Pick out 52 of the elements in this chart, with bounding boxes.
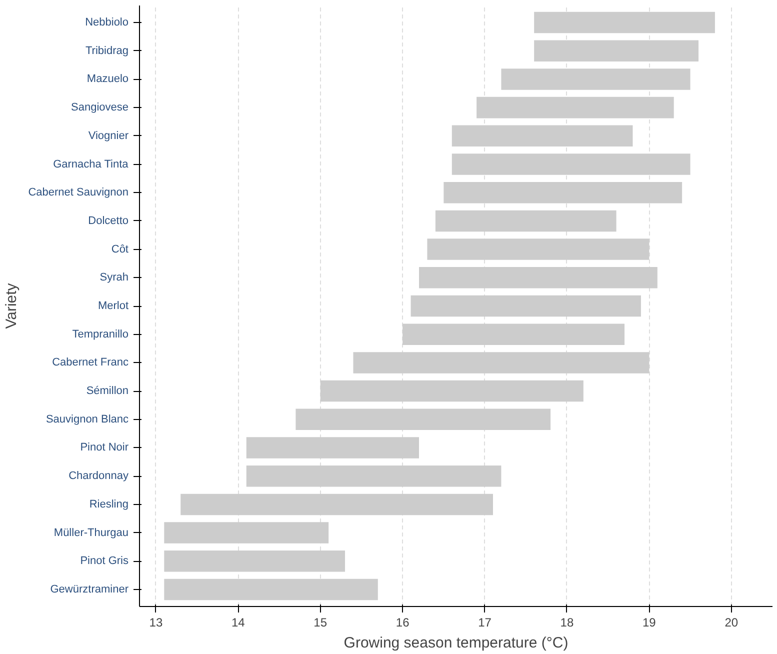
- x-tick-label: 16: [396, 616, 410, 630]
- y-tick-label: Sémillon: [86, 385, 129, 398]
- bar: [402, 324, 625, 345]
- x-tick-label: 13: [149, 616, 163, 630]
- y-tick-label: Syrah: [100, 272, 129, 284]
- y-tick-label: Tribidrag: [86, 44, 129, 57]
- bar: [476, 96, 674, 118]
- bar: [534, 12, 715, 34]
- y-tick-label: Cabernet Sauvignon: [28, 186, 128, 199]
- bar: [246, 437, 420, 458]
- bar: [353, 352, 650, 374]
- y-axis-title: Variety: [3, 282, 20, 329]
- x-tick-label: 15: [314, 616, 328, 630]
- y-tick-label: Tempranillo: [72, 328, 129, 340]
- bar: [435, 210, 616, 232]
- bar: [164, 522, 329, 544]
- bar: [444, 182, 682, 204]
- bar: [320, 380, 584, 402]
- bar: [501, 68, 690, 90]
- bar: [534, 40, 699, 62]
- bar: [452, 125, 633, 147]
- bar: [452, 154, 690, 175]
- y-tick-label: Chardonnay: [68, 470, 129, 482]
- bar: [164, 578, 378, 600]
- x-tick-label: 17: [478, 616, 492, 630]
- y-tick-label: Pinot Gris: [80, 555, 129, 568]
- y-tick-label: Sangiovese: [71, 102, 129, 114]
- x-axis-title: Growing season temperature (°C): [344, 634, 568, 652]
- x-tick-label: 18: [560, 616, 574, 630]
- y-tick-label: Riesling: [89, 498, 129, 510]
- y-tick-label: Mazuelo: [86, 73, 128, 86]
- y-tick-label: Sauvignon Blanc: [46, 413, 129, 426]
- y-tick-label: Dolcetto: [88, 214, 129, 227]
- x-tick-label: 20: [724, 616, 738, 630]
- y-tick-label: Viognier: [88, 130, 129, 142]
- y-tick-label: Nebbiolo: [85, 16, 128, 29]
- y-tick-label: Garnacha Tinta: [53, 158, 130, 170]
- bar: [164, 550, 346, 572]
- y-tick-label: Pinot Noir: [80, 442, 129, 454]
- bar: [427, 238, 650, 260]
- y-tick-label: Cabernet Franc: [52, 356, 129, 369]
- y-tick-label: Merlot: [98, 300, 128, 312]
- x-tick-label: 14: [231, 616, 246, 630]
- bar: [180, 494, 493, 516]
- y-tick-label: Müller-Thurgau: [54, 526, 129, 539]
- y-tick-label: Côt: [111, 243, 129, 256]
- bar: [246, 465, 502, 487]
- x-tick-label: 19: [642, 616, 656, 630]
- bar: [296, 408, 551, 430]
- bar: [419, 267, 658, 288]
- y-tick-label: Gewürztraminer: [50, 583, 129, 596]
- bar: [410, 295, 641, 317]
